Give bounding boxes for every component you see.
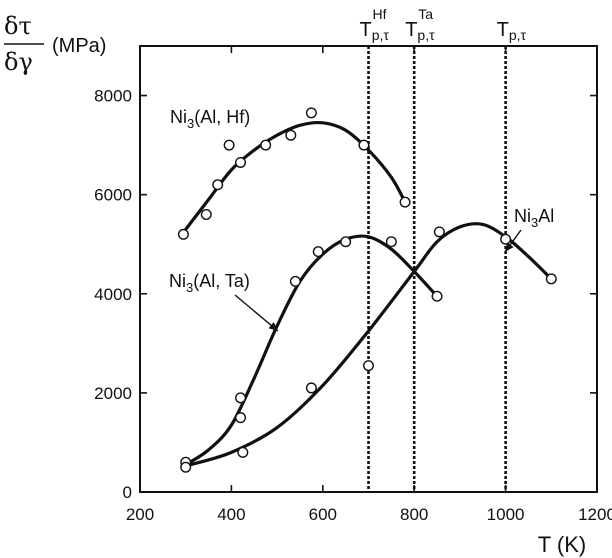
- point-ni3-al-hf: [212, 179, 224, 191]
- series-label-ni3-al-ta: Ni3(Al, Ta): [169, 271, 250, 295]
- point-ni3al: [433, 226, 445, 238]
- x-tick-label: 1200: [578, 505, 612, 524]
- point-ni3-al-hf: [305, 107, 317, 119]
- point-ni3al: [500, 233, 512, 245]
- curve-ni3-al-hf: [184, 120, 407, 231]
- y-tick-label: 2000: [94, 384, 132, 403]
- point-ni3al: [305, 382, 317, 394]
- marker-label-hf: Tp,τ: [360, 19, 390, 43]
- series-label-ni3-al-hf: Ni3(Al, Hf): [170, 107, 250, 131]
- ni3al-leader-arrow-head: [505, 242, 514, 252]
- x-tick-label: 400: [217, 505, 245, 524]
- x-tick-label: 800: [400, 505, 428, 524]
- point-ni3-al-hf: [177, 228, 189, 240]
- point-ni3-al-hf: [285, 129, 297, 141]
- curve-ni3al: [188, 222, 553, 467]
- x-tick-label: 600: [309, 505, 337, 524]
- point-ni3al: [545, 273, 557, 285]
- y-tick-label: 6000: [94, 186, 132, 205]
- point-ni3-al-ta: [385, 236, 397, 248]
- point-ni3-al-hf: [358, 139, 370, 151]
- y-tick-label: 0: [123, 483, 132, 502]
- point-ni3-al-ta: [431, 290, 443, 302]
- y-axis-label: δτ δγ (MPa): [4, 12, 106, 76]
- point-ni3al: [180, 461, 192, 473]
- marker-label-ni3al: Tp,τ: [497, 19, 527, 43]
- point-ni3-al-ta: [289, 275, 301, 287]
- point-ni3-al-hf: [235, 156, 247, 168]
- point-ni3-al-hf: [200, 208, 212, 220]
- point-ni3-al-hf: [260, 139, 272, 151]
- series-labels: Ni3(Al, Hf) Ni3(Al, Ta) Ni3Al: [169, 107, 554, 332]
- y-axis-label-unit: (MPa): [52, 35, 106, 57]
- point-ni3-al-hf: [399, 196, 411, 208]
- marker-sup-ta: Ta: [418, 6, 433, 22]
- curve-ni3-al-ta: [184, 234, 439, 467]
- point-ni3-al-hf: [223, 139, 235, 151]
- ta-leader-arrow: [234, 294, 279, 332]
- y-axis-label-numerator: δτ: [4, 12, 32, 40]
- ta-leader-arrow-head: [268, 322, 278, 331]
- x-tick-label: 1000: [487, 505, 525, 524]
- point-ni3-al-ta: [235, 392, 247, 404]
- marker-label-ta: Tp,τ: [405, 19, 435, 43]
- data-points: [177, 107, 557, 473]
- point-ni3-al-ta: [312, 246, 324, 258]
- point-ni3al: [237, 446, 249, 458]
- series-label-ni3al: Ni3Al: [514, 206, 554, 230]
- y-axis-label-denominator: δγ: [4, 48, 33, 76]
- x-axis-label: T (K): [538, 532, 586, 557]
- marker-sup-hf: Hf: [373, 6, 387, 22]
- x-tick-label: 200: [126, 505, 154, 524]
- point-ni3al: [363, 360, 375, 372]
- y-tick-label: 4000: [94, 285, 132, 304]
- point-ni3-al-ta: [235, 412, 247, 424]
- y-tick-label: 8000: [94, 87, 132, 106]
- point-ni3-al-ta: [340, 236, 352, 248]
- axis-ticks: 200 400 600 800 1000 1200 0 2000 4000 6000 8000: [94, 46, 612, 524]
